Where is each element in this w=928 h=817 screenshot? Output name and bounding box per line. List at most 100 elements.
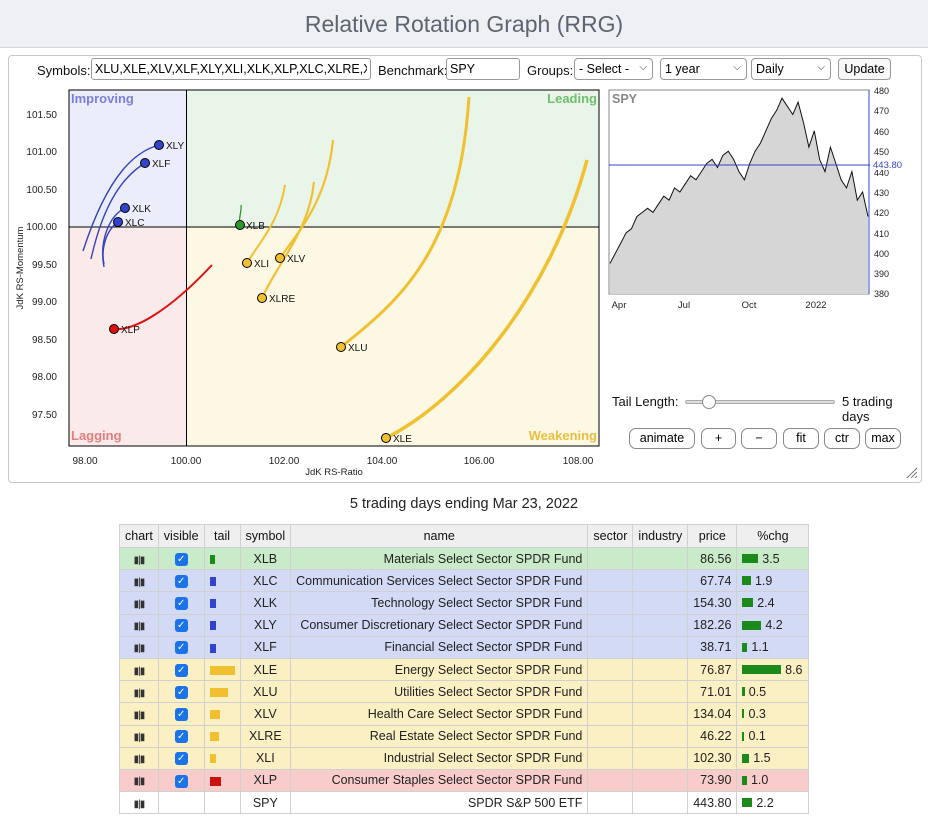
- table-row[interactable]: ▮|▮ ✓ XLRE Real Estate Select Sector SPDR F…: [119, 724, 810, 748]
- candlestick-icon[interactable]: ▮|▮: [133, 554, 146, 566]
- slider-handle[interactable]: [701, 395, 716, 409]
- visible-cell[interactable]: ✓: [157, 569, 205, 593]
- tail-length-slider[interactable]: [685, 395, 835, 409]
- symbol-cell[interactable]: XLE: [239, 657, 292, 682]
- period-select[interactable]: 1 year ⌵: [660, 58, 747, 80]
- symbol-cell[interactable]: SPY: [239, 791, 292, 815]
- table-row[interactable]: ▮|▮ ✓ XLE Energy Select Sector SPDR Fund 76.…: [119, 657, 810, 682]
- xlv-point[interactable]: [275, 253, 285, 263]
- candlestick-icon[interactable]: ▮|▮: [133, 621, 146, 633]
- table-row[interactable]: ▮|▮ ✓ XLU Utilities Select Sector SPDR Fund…: [119, 680, 810, 704]
- visible-checkbox[interactable]: ✓: [174, 774, 188, 788]
- symbol-cell[interactable]: XLB: [239, 546, 292, 571]
- visible-cell[interactable]: ✓: [157, 613, 205, 637]
- candlestick-icon[interactable]: ▮|▮: [133, 643, 146, 655]
- xlp-point[interactable]: [109, 324, 119, 334]
- col-sector[interactable]: sector: [587, 524, 634, 548]
- table-row[interactable]: ▮|▮ ✓ XLB Materials Select Sector SPDR Fund…: [119, 546, 810, 571]
- xlk-point[interactable]: [120, 203, 130, 213]
- table-row[interactable]: ▮|▮ ✓ XLK Technology Select Sector SPDR Fun…: [119, 591, 810, 615]
- col-industry[interactable]: industry: [632, 524, 689, 548]
- xli-point[interactable]: [242, 258, 252, 268]
- candlestick-icon[interactable]: ▮|▮: [133, 732, 146, 744]
- col-symbol[interactable]: symbol: [239, 524, 292, 548]
- visible-checkbox[interactable]: ✓: [174, 552, 188, 566]
- visible-checkbox[interactable]: ✓: [174, 619, 188, 633]
- visible-checkbox[interactable]: ✓: [174, 708, 188, 721]
- chart-cell[interactable]: ▮|▮: [119, 724, 159, 748]
- frequency-select[interactable]: Daily ⌵: [751, 58, 831, 80]
- col-chg[interactable]: %chg: [736, 524, 810, 548]
- chart-cell[interactable]: ▮|▮: [119, 680, 159, 704]
- symbol-cell[interactable]: XLV: [239, 702, 292, 726]
- symbol-cell[interactable]: XLC: [239, 569, 292, 593]
- symbol-cell[interactable]: XLK: [239, 591, 292, 615]
- candlestick-icon[interactable]: ▮|▮: [133, 798, 146, 810]
- symbol-cell[interactable]: XLRE: [239, 724, 292, 748]
- chart-cell[interactable]: ▮|▮: [119, 702, 159, 726]
- xle-point[interactable]: [381, 433, 391, 443]
- candlestick-icon[interactable]: ▮|▮: [133, 598, 146, 610]
- symbol-cell[interactable]: XLY: [239, 613, 292, 637]
- visible-cell[interactable]: ✓: [157, 591, 205, 615]
- center-button[interactable]: ctr: [824, 428, 860, 449]
- visible-checkbox[interactable]: ✓: [174, 574, 188, 588]
- col-price[interactable]: price: [687, 524, 738, 548]
- chart-cell[interactable]: ▮|▮: [119, 591, 159, 615]
- xlre-point[interactable]: [257, 293, 267, 303]
- groups-select[interactable]: - Select - ⌵: [574, 58, 653, 80]
- update-button[interactable]: Update: [838, 58, 891, 80]
- chart-cell[interactable]: ▮|▮: [119, 746, 159, 770]
- zoom-out-button[interactable]: −: [741, 428, 777, 449]
- visible-cell[interactable]: ✓: [157, 635, 205, 659]
- max-button[interactable]: max: [865, 428, 901, 449]
- visible-cell[interactable]: [157, 791, 205, 815]
- fit-button[interactable]: fit: [783, 428, 819, 449]
- visible-cell[interactable]: ✓: [157, 657, 205, 682]
- symbol-cell[interactable]: XLP: [239, 768, 292, 793]
- symbol-cell[interactable]: XLU: [239, 680, 292, 704]
- col-name[interactable]: name: [290, 524, 589, 548]
- visible-checkbox[interactable]: ✓: [174, 641, 188, 655]
- table-row[interactable]: ▮|▮ ✓ XLI Industrial Select Sector SPDR Fun…: [119, 746, 810, 770]
- chart-cell[interactable]: ▮|▮: [119, 768, 159, 793]
- chart-cell[interactable]: ▮|▮: [119, 569, 159, 593]
- chart-cell[interactable]: ▮|▮: [119, 613, 159, 637]
- symbols-input[interactable]: [91, 58, 371, 80]
- visible-cell[interactable]: ✓: [157, 724, 205, 748]
- xlc-point[interactable]: [113, 217, 123, 227]
- xly-point[interactable]: [154, 140, 164, 150]
- col-chart[interactable]: chart: [119, 524, 159, 548]
- visible-cell[interactable]: ✓: [157, 768, 205, 793]
- col-tail[interactable]: tail: [203, 524, 241, 548]
- visible-cell[interactable]: ✓: [157, 746, 205, 770]
- visible-cell[interactable]: ✓: [157, 546, 205, 571]
- visible-checkbox[interactable]: ✓: [174, 730, 188, 744]
- table-row[interactable]: ▮|▮ ✓ XLV Health Care Select Sector SPDR Fu…: [119, 702, 810, 726]
- zoom-in-button[interactable]: +: [701, 428, 736, 449]
- table-row[interactable]: ▮|▮ SPY SPDR S&P 500 ETF 443.80 2.2: [119, 791, 810, 815]
- table-row[interactable]: ▮|▮ ✓ XLP Consumer Staples Select Sector SP…: [119, 768, 810, 793]
- symbol-cell[interactable]: XLF: [239, 635, 292, 659]
- chart-cell[interactable]: ▮|▮: [119, 657, 159, 682]
- candlestick-icon[interactable]: ▮|▮: [133, 754, 146, 766]
- candlestick-icon[interactable]: ▮|▮: [133, 709, 146, 721]
- chart-cell[interactable]: ▮|▮: [119, 635, 159, 659]
- candlestick-icon[interactable]: ▮|▮: [133, 665, 146, 677]
- candlestick-icon[interactable]: ▮|▮: [133, 687, 146, 699]
- chart-cell[interactable]: ▮|▮: [119, 791, 159, 815]
- visible-checkbox[interactable]: ✓: [174, 685, 188, 699]
- xlu-point[interactable]: [336, 342, 346, 352]
- visible-checkbox[interactable]: ✓: [174, 752, 188, 766]
- resize-handle-icon[interactable]: [905, 466, 917, 478]
- col-visible[interactable]: visible: [157, 524, 205, 548]
- table-row[interactable]: ▮|▮ ✓ XLF Financial Select Sector SPDR Fund…: [119, 635, 810, 659]
- symbol-cell[interactable]: XLI: [239, 746, 292, 770]
- visible-cell[interactable]: ✓: [157, 680, 205, 704]
- visible-checkbox[interactable]: ✓: [174, 597, 188, 611]
- table-row[interactable]: ▮|▮ ✓ XLC Communication Services Select Sec…: [119, 569, 810, 593]
- chart-cell[interactable]: ▮|▮: [119, 546, 159, 571]
- animate-button[interactable]: animate: [629, 428, 695, 449]
- visible-checkbox[interactable]: ✓: [174, 663, 188, 677]
- candlestick-icon[interactable]: ▮|▮: [133, 576, 146, 588]
